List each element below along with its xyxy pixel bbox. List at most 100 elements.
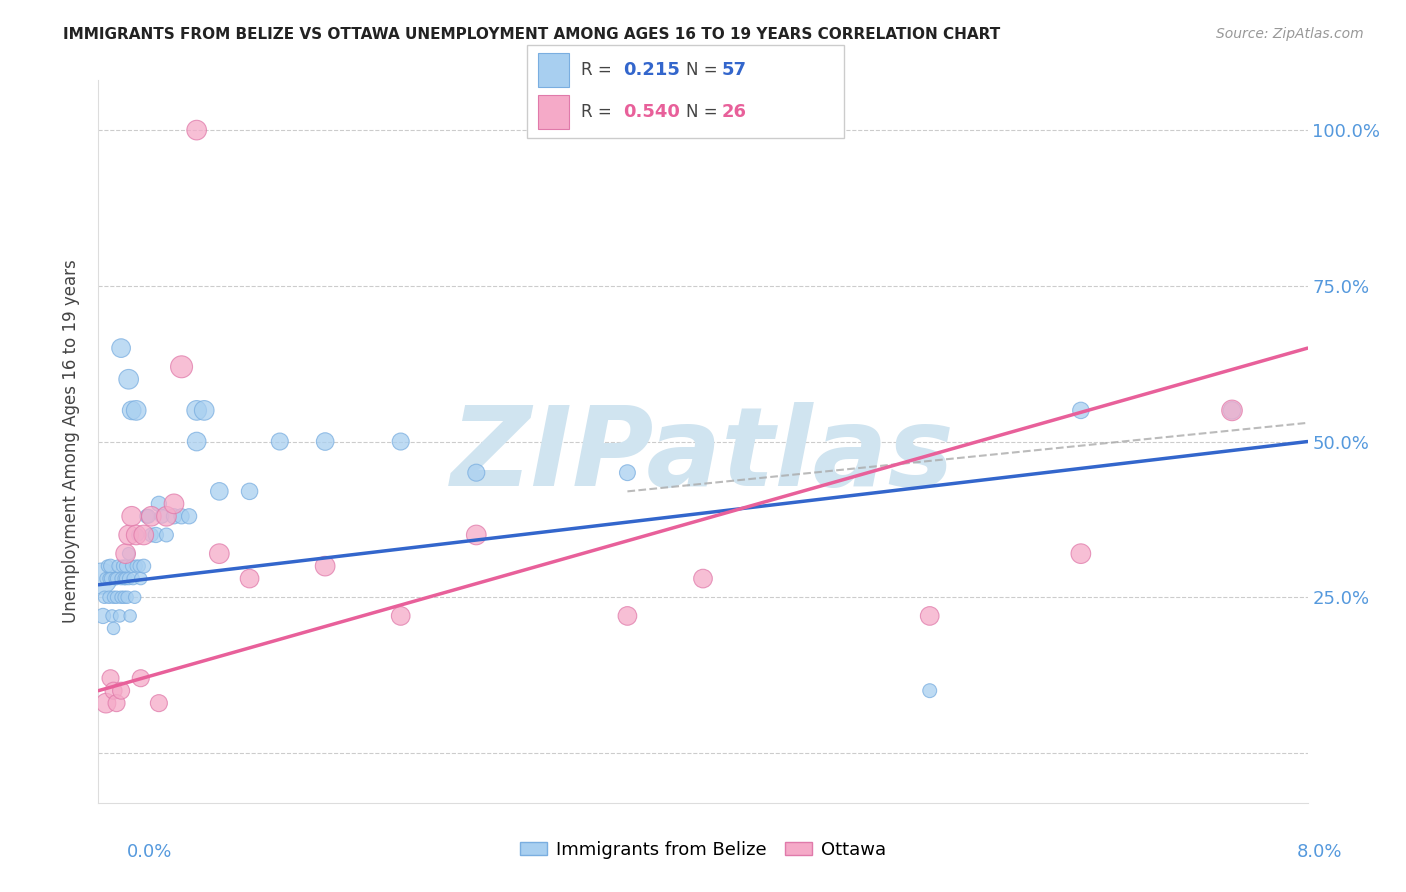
Point <box>114 572 136 586</box>
Point <box>100 559 122 574</box>
Y-axis label: Unemployment Among Ages 16 to 19 years: Unemployment Among Ages 16 to 19 years <box>62 260 80 624</box>
Point <box>208 547 231 561</box>
Point <box>105 572 128 586</box>
Point <box>120 609 142 624</box>
Point <box>132 528 155 542</box>
Point <box>124 591 146 605</box>
Text: 57: 57 <box>721 61 747 78</box>
Point <box>193 403 215 417</box>
Point <box>114 547 136 561</box>
Point <box>389 609 412 624</box>
Point <box>141 509 163 524</box>
Text: R =: R = <box>581 61 617 78</box>
Text: N =: N = <box>686 61 723 78</box>
Point <box>389 434 412 449</box>
Point <box>115 591 138 605</box>
Point <box>121 509 143 524</box>
Point <box>107 559 129 574</box>
Point <box>1070 403 1092 417</box>
Point <box>103 683 125 698</box>
Point <box>150 509 173 524</box>
Point <box>110 572 132 586</box>
Point <box>129 671 152 685</box>
Point <box>616 466 638 480</box>
Point <box>148 497 170 511</box>
Point <box>90 572 112 586</box>
Point <box>208 484 231 499</box>
Point <box>129 572 152 586</box>
Point <box>1220 403 1243 417</box>
Text: 0.540: 0.540 <box>623 103 679 121</box>
Point <box>1220 403 1243 417</box>
Point <box>127 528 149 542</box>
Point <box>155 528 177 542</box>
Point <box>269 434 291 449</box>
Point <box>314 559 336 574</box>
Point <box>465 466 488 480</box>
Point <box>121 403 143 417</box>
Point <box>94 696 117 710</box>
Text: 0.215: 0.215 <box>623 61 679 78</box>
Point <box>103 591 125 605</box>
Point <box>163 497 186 511</box>
Point <box>118 572 141 586</box>
Point <box>112 591 135 605</box>
Point <box>1070 547 1092 561</box>
Point <box>105 591 128 605</box>
Point <box>692 572 714 586</box>
Text: IMMIGRANTS FROM BELIZE VS OTTAWA UNEMPLOYMENT AMONG AGES 16 TO 19 YEARS CORRELAT: IMMIGRANTS FROM BELIZE VS OTTAWA UNEMPLO… <box>63 27 1001 42</box>
Point <box>179 509 201 524</box>
Text: ZIPatlas: ZIPatlas <box>451 402 955 509</box>
Point <box>98 591 121 605</box>
Point <box>125 403 148 417</box>
Point <box>465 528 488 542</box>
Point <box>125 528 148 542</box>
Point <box>94 572 117 586</box>
Point <box>239 484 262 499</box>
Point <box>98 572 121 586</box>
Text: N =: N = <box>686 103 723 121</box>
Point <box>100 572 122 586</box>
Point <box>93 591 115 605</box>
Point <box>101 609 124 624</box>
Point <box>918 609 941 624</box>
Point <box>108 609 131 624</box>
Point <box>616 609 638 624</box>
Point <box>103 621 125 635</box>
Point <box>125 559 148 574</box>
Point <box>112 572 135 586</box>
Point <box>145 528 167 542</box>
Point <box>100 671 122 685</box>
Point <box>148 696 170 710</box>
Point <box>110 683 132 698</box>
Text: 0.0%: 0.0% <box>127 843 172 861</box>
Point <box>186 403 208 417</box>
Point <box>186 434 208 449</box>
Point <box>155 509 177 524</box>
Text: Source: ZipAtlas.com: Source: ZipAtlas.com <box>1216 27 1364 41</box>
Point <box>118 528 141 542</box>
Text: 26: 26 <box>721 103 747 121</box>
Point <box>186 123 208 137</box>
Point <box>136 509 159 524</box>
Point <box>122 572 145 586</box>
Point <box>96 559 118 574</box>
Point <box>314 434 336 449</box>
Point <box>135 509 157 524</box>
Point <box>114 559 136 574</box>
Point <box>163 509 186 524</box>
Point <box>104 572 127 586</box>
Point <box>918 683 941 698</box>
Point <box>118 547 141 561</box>
Point <box>170 509 193 524</box>
Point <box>170 359 193 374</box>
Point <box>110 341 132 355</box>
Point <box>111 559 134 574</box>
Text: 8.0%: 8.0% <box>1298 843 1343 861</box>
Point <box>91 609 114 624</box>
Point <box>128 559 150 574</box>
Point <box>121 559 143 574</box>
Legend: Immigrants from Belize, Ottawa: Immigrants from Belize, Ottawa <box>513 834 893 866</box>
Point <box>118 372 141 386</box>
Text: R =: R = <box>581 103 617 121</box>
